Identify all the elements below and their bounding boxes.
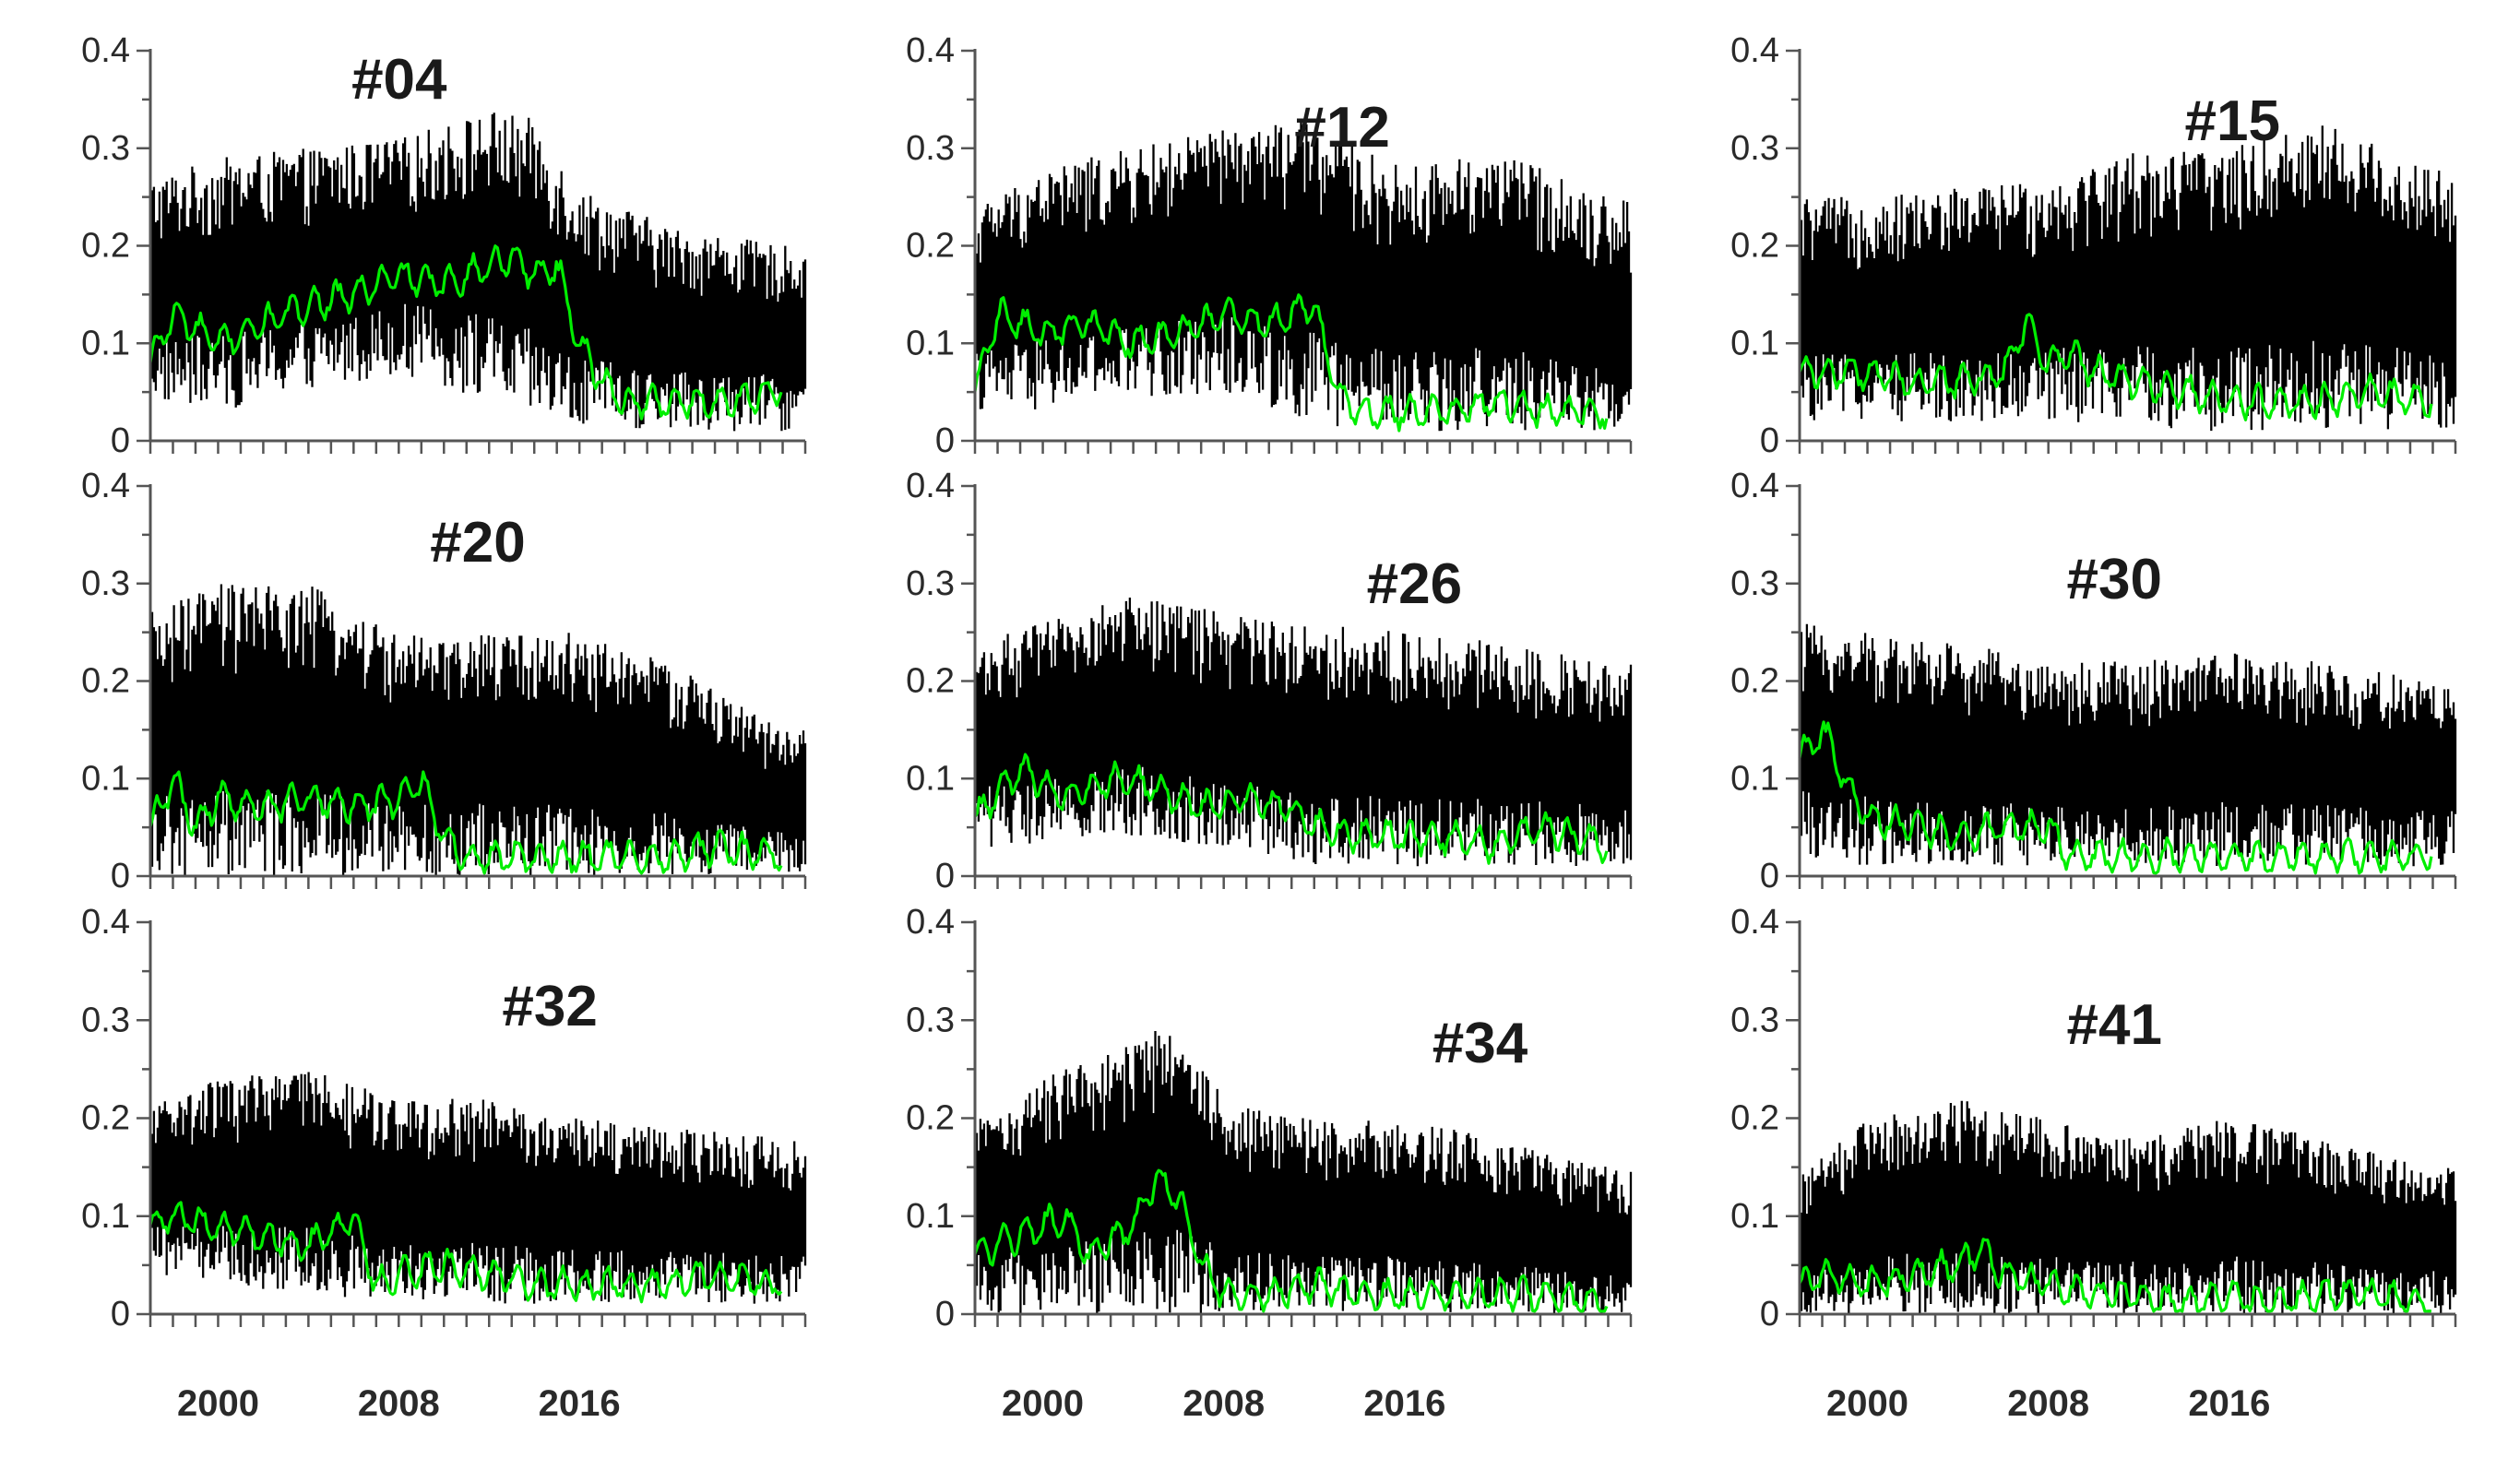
series-line [1798, 313, 2433, 421]
panel-04: 0 0.1 0.2 0.3 0.4 #04 [81, 31, 807, 460]
y-tick-label: 0.4 [906, 467, 955, 505]
series-line [973, 1168, 1609, 1313]
y-tick-label: 0 [1760, 1295, 1779, 1334]
y-tick-label: 0.3 [1730, 129, 1779, 168]
panel-20: 0 0.1 0.2 0.3 0.4 #20 [81, 467, 807, 895]
y-tick-label: 0.1 [906, 759, 955, 798]
envelope-band [1798, 125, 2457, 432]
y-tick-label: 0.1 [906, 1197, 955, 1236]
y-tick-label: 0.1 [1730, 324, 1779, 362]
y-tick-label: 0.3 [1730, 564, 1779, 603]
panel-title: #26 [1367, 552, 1462, 616]
y-tick-label: 0.2 [81, 662, 130, 701]
y-tick-label: 0 [111, 421, 130, 460]
y-tick-label: 0.3 [81, 1001, 130, 1039]
x-tick-label: 2008 [1183, 1383, 1265, 1424]
x-tick-label: 2016 [1363, 1383, 1445, 1424]
y-tick-label: 0.2 [1730, 227, 1779, 266]
y-tick-label: 0.1 [81, 324, 130, 362]
y-tick-label: 0.3 [1730, 1001, 1779, 1039]
y-tick-label: 0.1 [1730, 1197, 1779, 1236]
panel-title: #41 [2067, 993, 2162, 1057]
y-tick-label: 0.4 [906, 903, 955, 942]
panel-15: 0 0.1 0.2 0.3 0.4 #15 [1730, 31, 2457, 460]
y-tick-label: 0.3 [906, 129, 955, 168]
panel-title: #20 [430, 511, 525, 575]
panel-title: #30 [2067, 548, 2162, 611]
envelope-band [973, 121, 1633, 432]
x-tick-label: 2000 [177, 1383, 259, 1424]
panel-32: 0 0.1 0.2 0.3 0.4 2000 2008 2016 #32 [81, 903, 807, 1424]
panel-34: 0 0.1 0.2 0.3 0.4 2000 2008 2016 #34 [906, 903, 1633, 1424]
envelope-band [149, 584, 807, 876]
panel-title: #04 [351, 48, 447, 112]
y-tick-label: 0.4 [1730, 31, 1779, 70]
y-tick-label: 0.2 [81, 227, 130, 266]
series-line [1798, 1238, 2432, 1313]
x-tick-label: 2000 [1826, 1383, 1908, 1424]
y-tick-label: 0 [1760, 421, 1779, 460]
panel-title: #12 [1294, 96, 1389, 160]
panel-41: 0 0.1 0.2 0.3 0.4 2000 2008 2016 #41 [1730, 903, 2457, 1424]
y-tick-label: 0.2 [906, 227, 955, 266]
y-tick-label: 0.4 [1730, 467, 1779, 505]
y-tick-label: 0 [935, 857, 955, 895]
y-tick-label: 0.2 [1730, 662, 1779, 701]
panel-title: #15 [2185, 89, 2280, 153]
y-tick-label: 0.4 [906, 31, 955, 70]
envelope-band [1798, 623, 2457, 867]
panel-30: 0 0.1 0.2 0.3 0.4 #30 [1730, 467, 2457, 895]
y-tick-label: 0.4 [81, 903, 130, 942]
y-tick-label: 0.1 [81, 759, 130, 798]
y-tick-label: 0.4 [1730, 903, 1779, 942]
y-tick-label: 0.1 [81, 1197, 130, 1236]
y-tick-label: 0.4 [81, 467, 130, 505]
series-line [1798, 720, 2433, 875]
y-tick-label: 0.3 [906, 564, 955, 603]
y-tick-label: 0.2 [81, 1099, 130, 1138]
x-tick-label: 2000 [1002, 1383, 1084, 1424]
y-tick-label: 0 [111, 857, 130, 895]
series-line [973, 293, 1609, 433]
y-tick-label: 0.1 [906, 324, 955, 362]
y-tick-label: 0.2 [906, 1099, 955, 1138]
y-tick-label: 0.3 [906, 1001, 955, 1039]
panel-title: #32 [502, 975, 597, 1038]
y-tick-label: 0 [1760, 857, 1779, 895]
panel-26: 0 0.1 0.2 0.3 0.4 #26 [906, 467, 1633, 895]
envelope-band [973, 1031, 1633, 1314]
y-tick-label: 0.3 [81, 564, 130, 603]
series-line [149, 770, 783, 875]
y-tick-label: 0.1 [1730, 759, 1779, 798]
panel-12: 0 0.1 0.2 0.3 0.4 #12 [906, 31, 1633, 460]
y-tick-label: 0 [935, 1295, 955, 1334]
x-tick-label: 2008 [2007, 1383, 2089, 1424]
y-tick-label: 0 [111, 1295, 130, 1334]
y-tick-label: 0 [935, 421, 955, 460]
x-tick-label: 2008 [358, 1383, 440, 1424]
y-tick-label: 0.4 [81, 31, 130, 70]
y-tick-label: 0.3 [81, 129, 130, 168]
x-tick-label: 2016 [2188, 1383, 2270, 1424]
y-tick-label: 0.2 [906, 662, 955, 701]
x-tick-label: 2016 [539, 1383, 621, 1424]
y-tick-label: 0.2 [1730, 1099, 1779, 1138]
series-line [973, 753, 1609, 865]
series-line [149, 244, 783, 421]
envelope-band [1798, 1100, 2457, 1314]
series-line [149, 1201, 783, 1304]
panel-title: #34 [1432, 1012, 1528, 1075]
